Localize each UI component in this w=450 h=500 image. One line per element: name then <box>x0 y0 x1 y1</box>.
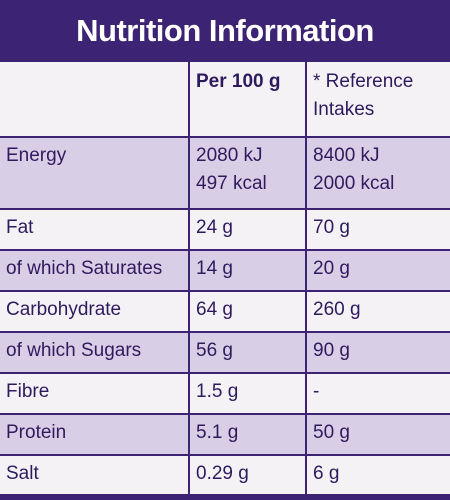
nutrient-value: - <box>305 374 450 413</box>
header-cell <box>0 62 188 136</box>
value-line: 497 kcal <box>196 173 267 194</box>
nutrient-value: 50 g <box>305 415 450 454</box>
column-header: Per 100 g <box>188 62 305 136</box>
nutrient-row: Fat 24 g 70 g <box>0 208 450 249</box>
nutrient-value: 8400 kJ 2000 kcal <box>305 138 450 208</box>
nutrient-row: Carbohydrate 64 g 260 g <box>0 290 450 331</box>
nutrient-value: 20 g <box>305 251 450 290</box>
value-line: 2080 kJ <box>196 145 263 166</box>
nutrient-name: of which Sugars <box>6 340 142 361</box>
nutrient-value: 1.5 g <box>188 374 305 413</box>
label-title: Nutrition Information <box>76 13 374 48</box>
nutrient-name: Salt <box>6 463 39 484</box>
nutrient-row: Protein 5.1 g 50 g <box>0 413 450 454</box>
nutrient-value: 6 g <box>305 456 450 494</box>
nutrient-value: 14 g <box>188 251 305 290</box>
nutrient-value: 24 g <box>188 210 305 249</box>
nutrient-name: Protein <box>6 422 67 443</box>
column-header: * Reference Intakes <box>305 62 450 136</box>
nutrient-value: 64 g <box>188 292 305 331</box>
nutrient-value: 260 g <box>305 292 450 331</box>
header-row: Per 100 g * Reference Intakes <box>0 60 450 136</box>
nutrient-row: of which Saturates 14 g 20 g <box>0 249 450 290</box>
nutrient-value: 56 g <box>188 333 305 372</box>
nutrient-value: 2080 kJ 497 kcal <box>188 138 305 208</box>
nutrient-row: Fibre 1.5 g- <box>0 372 450 413</box>
value-line: 2000 kcal <box>313 173 395 194</box>
nutrient-name: Carbohydrate <box>6 299 122 320</box>
nutrient-row: of which Sugars 56 g 90 g <box>0 331 450 372</box>
nutrient-value: 0.29 g <box>188 456 305 494</box>
nutrient-value: 5.1 g <box>188 415 305 454</box>
nutrient-value: 90 g <box>305 333 450 372</box>
nutrient-name: Fat <box>6 217 34 238</box>
nutrient-row: Energy 2080 kJ 497 kcal 8400 kJ 2000 kcal <box>0 136 450 208</box>
nutrient-value: 70 g <box>305 210 450 249</box>
nutrient-name: of which Saturates <box>6 258 163 279</box>
value-line: 8400 kJ <box>313 145 380 166</box>
nutrient-name: Fibre <box>6 381 50 402</box>
nutrient-name: Energy <box>6 145 67 166</box>
